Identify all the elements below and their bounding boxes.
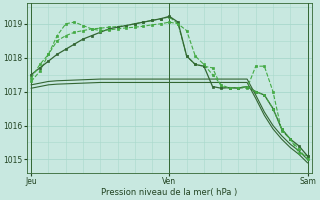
X-axis label: Pression niveau de la mer( hPa ): Pression niveau de la mer( hPa ) (101, 188, 237, 197)
